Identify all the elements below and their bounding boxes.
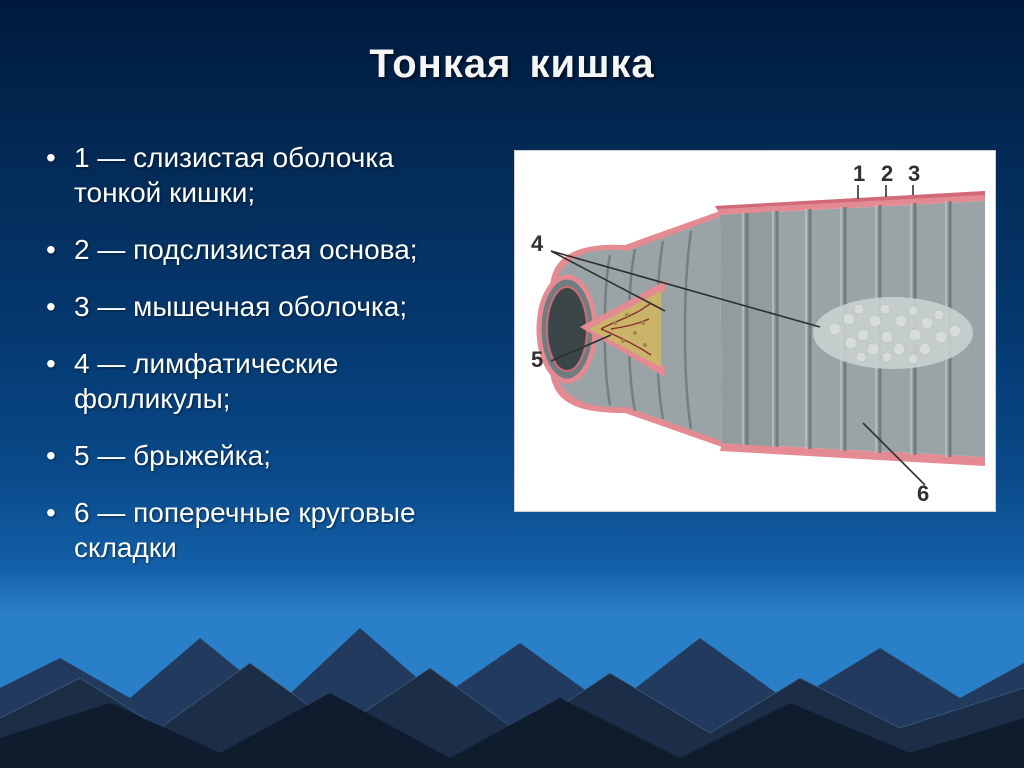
- slide: Тонкая кишка 1 — слизистая оболочка тонко…: [0, 0, 1024, 768]
- title-word-2: кишка: [529, 42, 654, 86]
- bullet-item: 6 — поперечные круговые складки: [40, 495, 480, 565]
- figure-label-3: 3: [908, 161, 920, 186]
- anatomy-figure: 1 2 3 4 5 6: [514, 150, 996, 512]
- bullet-item: 1 — слизистая оболочка тонкой кишки;: [40, 140, 480, 210]
- figure-label-6: 6: [917, 481, 929, 506]
- slide-title: Тонкая кишка: [0, 42, 1024, 87]
- figure-label-4: 4: [531, 231, 544, 256]
- mountains-decoration: [0, 568, 1024, 768]
- bullet-item: 4 — лимфатические фолликулы;: [40, 346, 480, 416]
- figure-label-5: 5: [531, 347, 543, 372]
- flat-wall: [715, 191, 985, 466]
- bullet-item: 3 — мышечная оболочка;: [40, 289, 480, 324]
- title-word-1: Тонкая: [369, 42, 511, 86]
- bullet-list: 1 — слизистая оболочка тонкой кишки; 2 —…: [40, 140, 480, 587]
- figure-label-1: 1: [853, 161, 865, 186]
- figure-label-2: 2: [881, 161, 893, 186]
- bullet-item: 2 — подслизистая основа;: [40, 232, 480, 267]
- anatomy-svg: 1 2 3 4 5 6: [515, 151, 995, 511]
- bullet-item: 5 — брыжейка;: [40, 438, 480, 473]
